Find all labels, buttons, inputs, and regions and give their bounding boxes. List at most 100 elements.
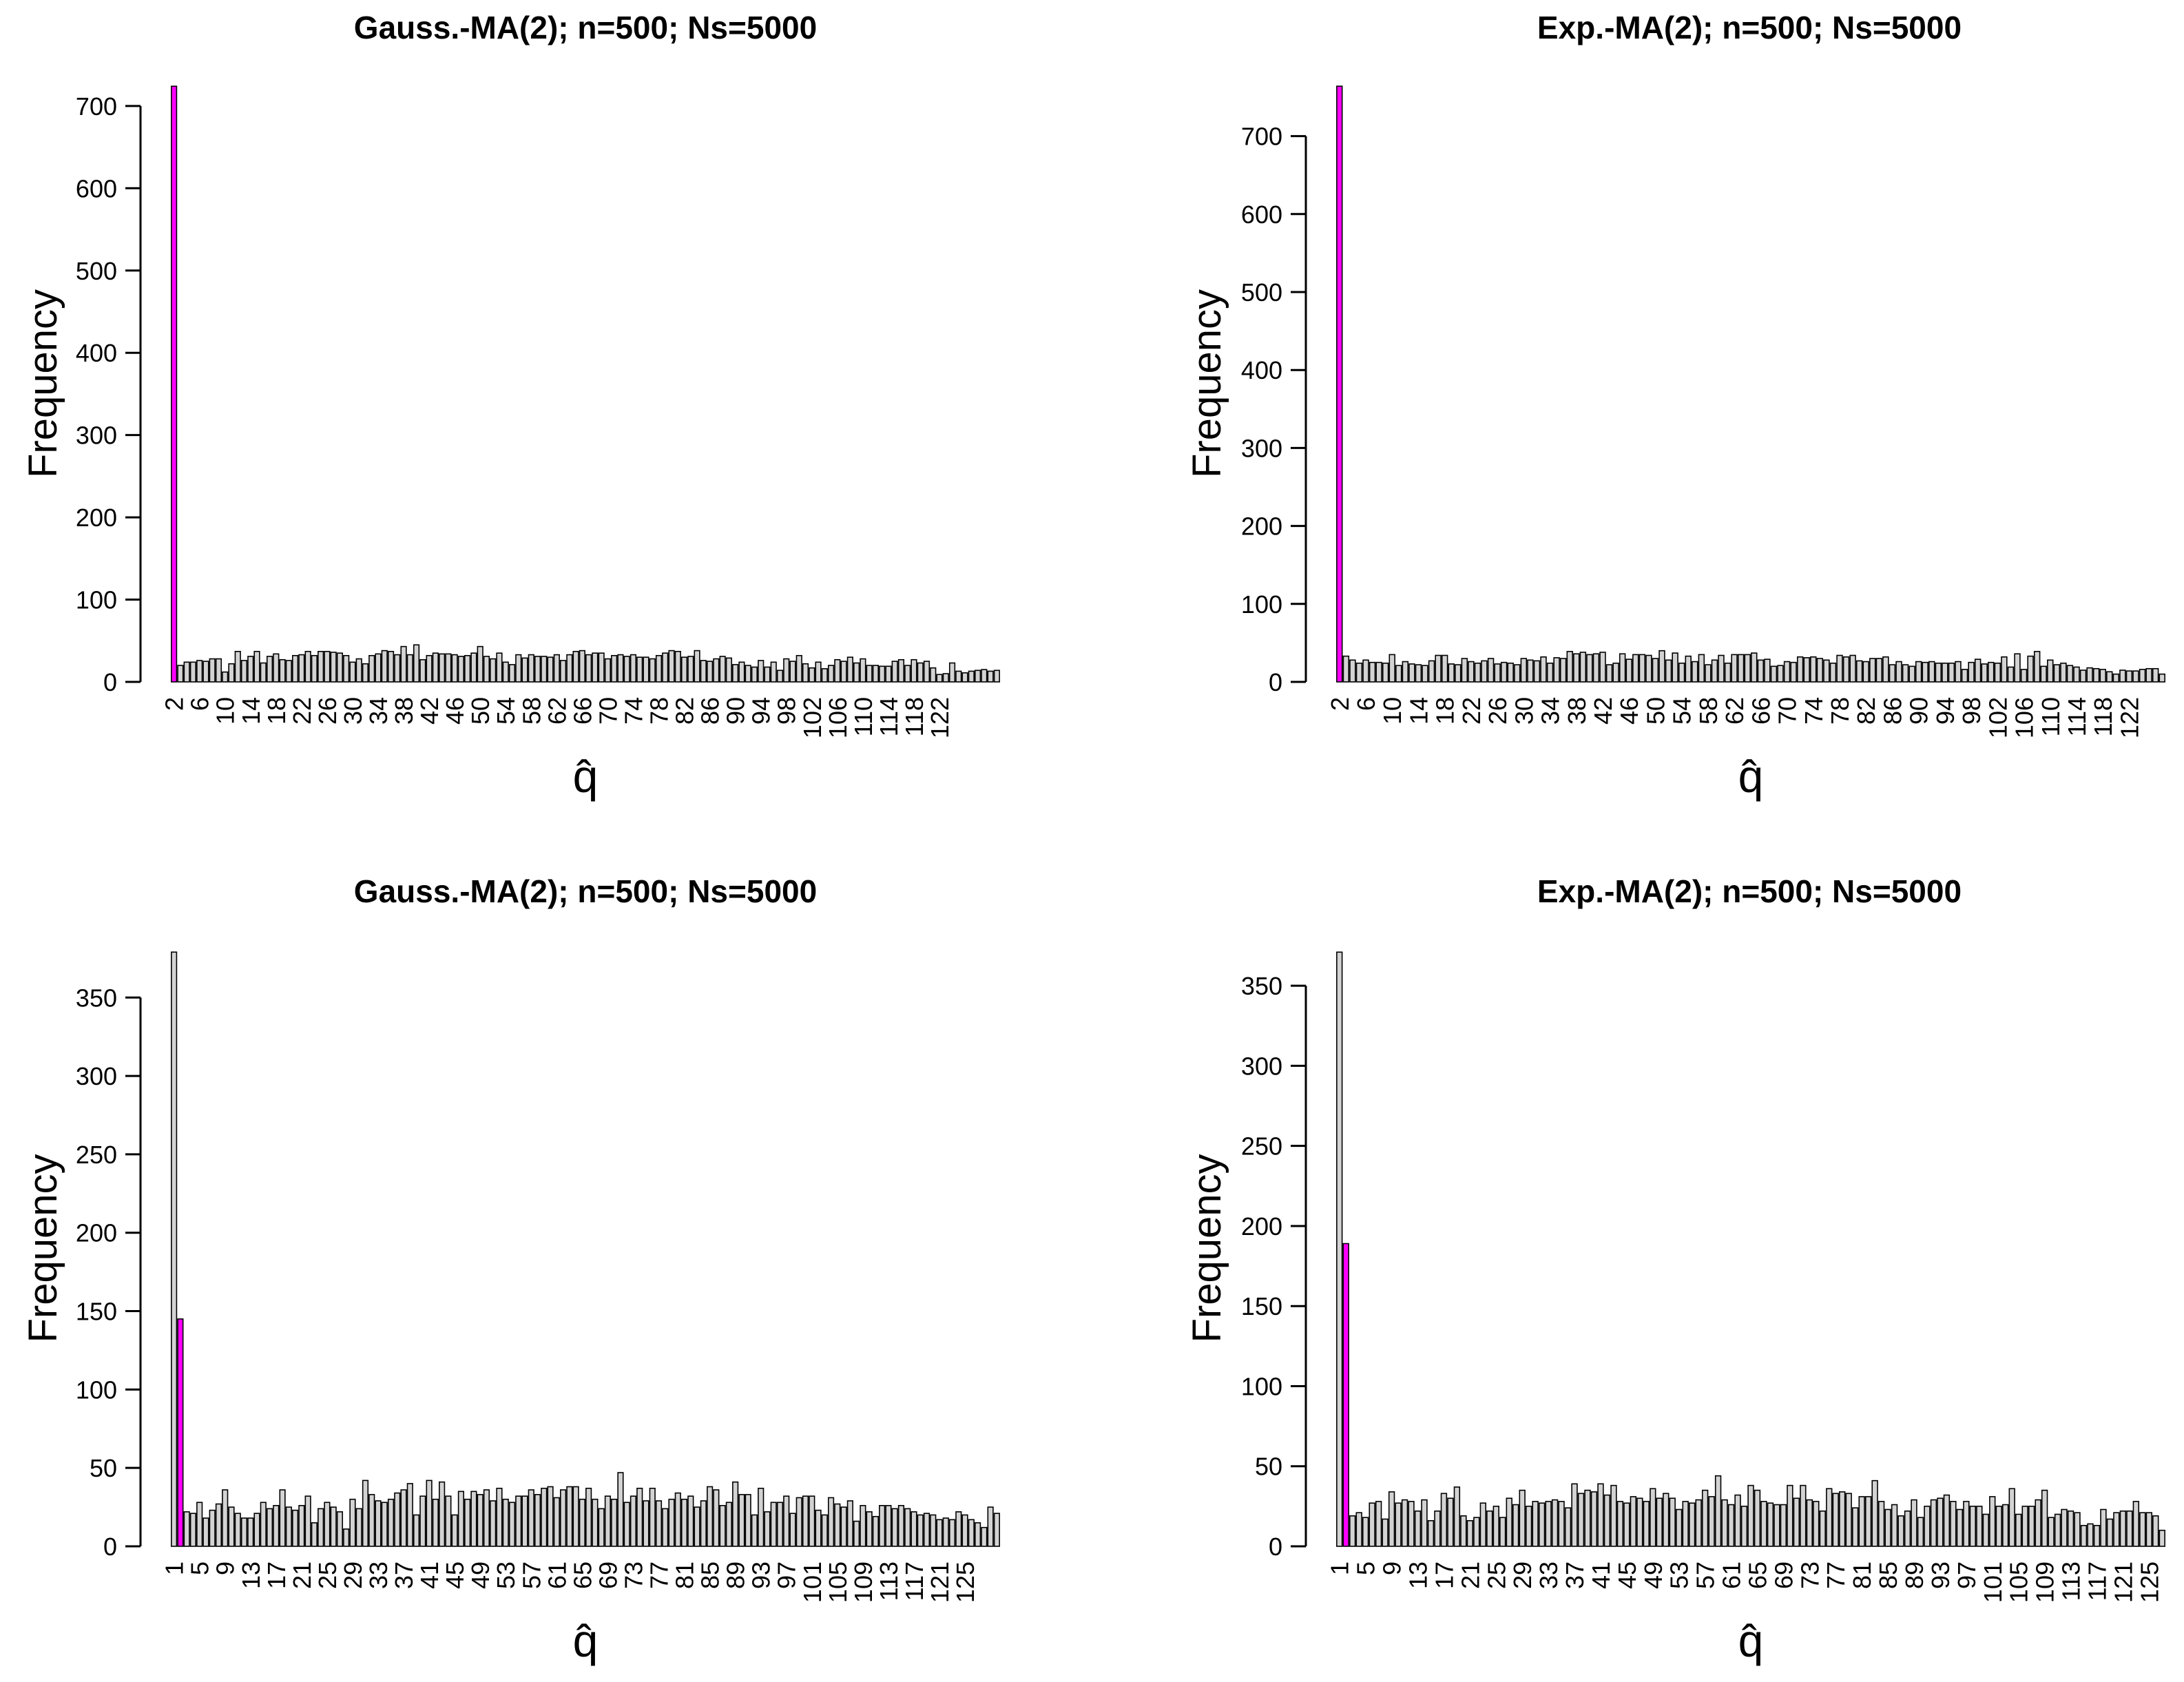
bar [1956, 1508, 1964, 1547]
bar [1597, 1483, 1604, 1547]
x-tick-label: 90 [722, 697, 750, 725]
y-tick-label: 250 [76, 1141, 117, 1169]
bar [1955, 661, 1962, 683]
bar [866, 665, 873, 683]
x-tick-label: 93 [1926, 1561, 1955, 1589]
bar [2033, 651, 2041, 683]
x-tick-label: 30 [1510, 697, 1538, 725]
bar [343, 654, 350, 683]
bar [598, 1508, 605, 1547]
bar [298, 1505, 305, 1547]
bar [1937, 1497, 1944, 1547]
bar [253, 1513, 260, 1547]
bar [1336, 951, 1343, 1547]
bar [974, 669, 981, 683]
bar [764, 666, 771, 683]
bar [1764, 658, 1771, 683]
bar [879, 665, 886, 683]
x-tick-label: 46 [1615, 697, 1643, 725]
bar [2152, 1515, 2159, 1547]
bar [209, 1509, 216, 1547]
bar [783, 1495, 790, 1547]
bar [758, 660, 765, 683]
bar [1948, 663, 1955, 683]
x-tick-label: 85 [1874, 1561, 1902, 1589]
bar [502, 661, 509, 683]
x-tick-label: 66 [568, 697, 596, 725]
bar [330, 1506, 337, 1547]
bar [1603, 1494, 1611, 1547]
bar [298, 654, 305, 683]
bar [394, 1492, 401, 1547]
bar [1727, 1504, 1735, 1547]
x-tick-label: 121 [2109, 1561, 2137, 1603]
bar [1447, 1497, 1454, 1547]
bar [222, 671, 229, 683]
bar [1599, 652, 1606, 683]
bar [1721, 1499, 1728, 1547]
x-tick-label: 5 [1352, 1561, 1380, 1575]
y-tick-label: 350 [1241, 972, 1282, 1000]
bar [738, 1494, 745, 1547]
bar [1760, 1501, 1767, 1547]
x-tick-label: 102 [798, 697, 826, 738]
bar [2001, 656, 2008, 683]
bar [559, 1489, 567, 1547]
chart-panel-1: Gauss.-MA(2); n=500; Ns=5000 Frequency 0 10… [21, 10, 1000, 802]
bar [470, 652, 477, 683]
bar [1612, 663, 1619, 683]
bar [815, 661, 822, 683]
bar [1724, 663, 1731, 683]
x-tick-label: 9 [1378, 1561, 1406, 1575]
bar [1819, 1510, 1826, 1547]
bar [273, 653, 280, 683]
bar [1701, 1489, 1709, 1547]
bar [464, 654, 471, 683]
bar [1636, 1497, 1643, 1547]
bar [362, 663, 369, 683]
bar [1382, 663, 1389, 683]
bar [1395, 1502, 1402, 1547]
bar [324, 1502, 331, 1547]
bar [2002, 1504, 2009, 1547]
x-tick-label: 89 [722, 1561, 750, 1589]
bar [240, 1517, 248, 1547]
bar [1369, 661, 1376, 683]
bar [1349, 1515, 1356, 1547]
bar [955, 670, 962, 683]
bar [611, 1498, 618, 1547]
bar [566, 654, 573, 683]
bar [343, 1528, 350, 1547]
x-tick-label: 29 [339, 1561, 367, 1589]
bar [1676, 1508, 1683, 1547]
bar [1783, 661, 1791, 683]
bar [515, 1495, 522, 1547]
x-tick-label: 42 [1589, 697, 1617, 725]
x-tick-label: 53 [1665, 1561, 1694, 1589]
bar [2067, 1510, 2074, 1547]
x-tick-label: 86 [696, 697, 725, 725]
bar [655, 654, 663, 683]
bar [1395, 665, 1402, 683]
bar [1375, 1501, 1382, 1547]
bar [2073, 666, 2080, 683]
bar [585, 1487, 592, 1547]
bar [649, 1487, 656, 1547]
x-tick-label: 106 [824, 697, 852, 738]
bar [662, 652, 669, 683]
bar [795, 654, 802, 683]
bar [700, 1500, 707, 1547]
bar [1512, 1504, 1519, 1547]
x-tick-label: 50 [1641, 697, 1670, 725]
y-axis-label: Frequency [1185, 289, 1229, 478]
bar [464, 1498, 471, 1547]
x-tick-label: 58 [1694, 697, 1723, 725]
bar [1688, 1502, 1696, 1547]
x-tick-label: 78 [1826, 697, 1854, 725]
bar [1440, 1493, 1448, 1547]
bar [1774, 1504, 1780, 1547]
bar [1924, 1506, 1931, 1547]
bar [1816, 658, 1824, 683]
bar [1435, 654, 1442, 683]
bar [413, 1514, 420, 1547]
